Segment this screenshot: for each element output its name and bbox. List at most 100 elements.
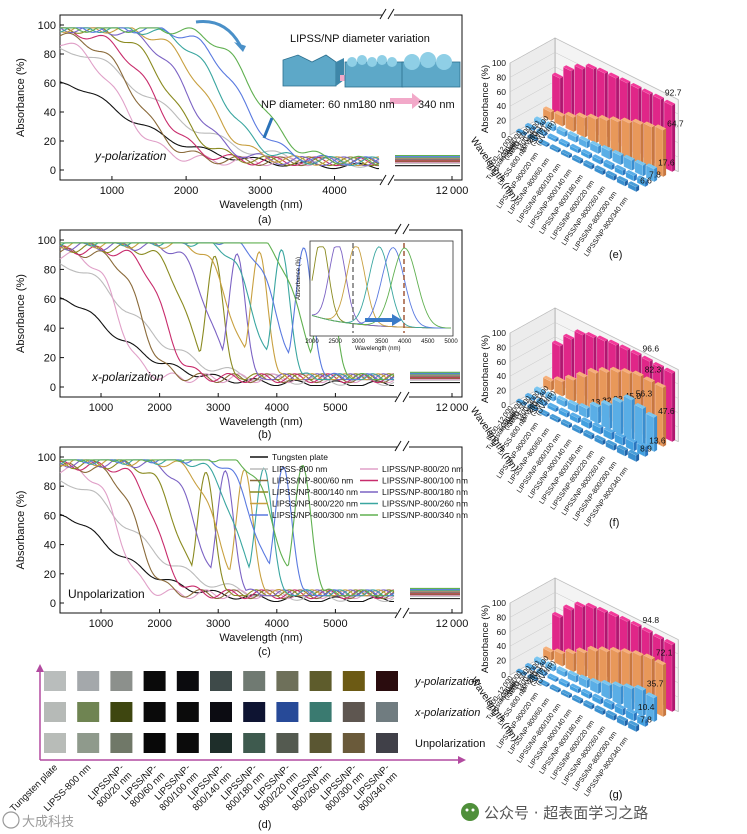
bar-3d xyxy=(524,662,537,672)
z-tick-label: 100 xyxy=(492,598,506,608)
y-tick-label: 60 xyxy=(44,78,56,90)
bar-top-face xyxy=(585,332,597,338)
bar-3d xyxy=(627,449,640,463)
inset-x-tick-label: 2000 xyxy=(305,339,319,345)
legend-label: LIPSS/NP-800/340 nm xyxy=(382,510,468,520)
panel-c-legend: Tungsten plate LIPSS-800 nm LIPSS/NP-800/2… xyxy=(250,452,468,520)
panel-f-label: (f) xyxy=(609,517,619,529)
bar-3d xyxy=(621,117,633,161)
bar-side-face xyxy=(600,426,604,435)
bar-3d xyxy=(614,164,626,176)
bar-top-face xyxy=(637,175,649,182)
legend-label: LIPSS-800 nm xyxy=(272,464,327,474)
y-tick-label: 20 xyxy=(44,136,56,148)
bar-top-face xyxy=(630,349,642,356)
panel-c-annotation: Unpolarization xyxy=(68,587,145,601)
bar-3d xyxy=(616,444,628,457)
bar-3d xyxy=(610,116,622,155)
bar-top-face xyxy=(565,111,577,118)
bar-3d xyxy=(603,427,615,441)
grid-line xyxy=(509,365,556,391)
bar-3d xyxy=(592,693,604,705)
axis-break-mark xyxy=(402,440,410,452)
x-tick-label: 12 000 xyxy=(436,618,469,630)
watermark-logo-icon xyxy=(2,811,20,829)
arrowhead-icon xyxy=(458,756,466,764)
bar-side-face xyxy=(633,440,637,452)
y-tick-label: 40 xyxy=(44,107,56,119)
row-label: y-polarization xyxy=(414,676,480,688)
axis-break-mark xyxy=(402,607,410,619)
bar-3d xyxy=(567,399,579,413)
bar-top-face xyxy=(637,713,649,720)
bar-top-face xyxy=(630,620,642,627)
bar-top-face xyxy=(603,159,615,166)
bar-side-face xyxy=(651,125,655,172)
bar-data-label: 82.3 xyxy=(645,365,662,375)
bar-top-face xyxy=(664,639,676,645)
bar-side-face xyxy=(589,153,593,159)
bar-3d xyxy=(578,674,590,689)
bar-3d xyxy=(627,181,640,193)
bar-side-face xyxy=(654,696,658,722)
bar-3d xyxy=(538,679,550,688)
bar-top-face xyxy=(592,422,604,428)
bar-top-face xyxy=(560,419,572,426)
bar-side-face xyxy=(609,683,613,700)
bar-3d xyxy=(594,705,606,716)
bar-top-face xyxy=(581,417,593,424)
bar-top-face xyxy=(516,398,528,405)
grid-line xyxy=(509,95,556,121)
inset-x-tick-label: 5000 xyxy=(444,339,458,345)
bar-side-face xyxy=(575,674,579,683)
axis-break-mark xyxy=(394,440,402,452)
axis-break-mark xyxy=(387,174,395,186)
bar-top-face xyxy=(572,154,584,161)
color-swatch xyxy=(276,671,299,691)
bar-top-face xyxy=(563,604,575,611)
bar-side-face xyxy=(636,453,640,462)
bar-side-face xyxy=(591,164,595,170)
color-swatch xyxy=(110,671,133,691)
bar-top-face xyxy=(558,138,570,145)
bar-3d xyxy=(594,434,606,446)
bar-top-face xyxy=(621,648,633,654)
bar-side-face xyxy=(595,117,599,144)
bar-3d xyxy=(601,679,613,700)
bar-side-face xyxy=(620,153,624,166)
bar-3d xyxy=(536,397,548,407)
axis-break-mark xyxy=(379,8,387,20)
axis-break-gap xyxy=(397,445,409,615)
bar-front-face xyxy=(551,74,561,117)
bar-side-face xyxy=(600,697,604,705)
bar-front-face xyxy=(576,113,585,138)
bar-3d xyxy=(551,340,564,387)
bar-top-face xyxy=(605,710,617,716)
bar-side-face xyxy=(544,132,548,137)
bar-top-face xyxy=(646,163,658,170)
y-tick-label: 80 xyxy=(44,49,56,61)
x-tick-label: 1000 xyxy=(89,618,113,630)
bar-3d xyxy=(565,111,577,133)
bar-3d xyxy=(545,391,557,402)
bar-top-face xyxy=(583,700,595,706)
grid-line xyxy=(554,577,679,640)
bar-top-face xyxy=(634,159,646,166)
bar-side-face xyxy=(586,678,590,689)
bar-top-face xyxy=(619,344,631,351)
z-tick-label: 80 xyxy=(497,612,507,622)
bar-side-face xyxy=(620,685,624,706)
y-tick-label: 80 xyxy=(44,264,56,276)
grid-line xyxy=(509,307,556,334)
bar-side-face xyxy=(580,158,584,164)
bar-data-label: 13.1 xyxy=(591,397,608,407)
bar-3d xyxy=(587,645,599,684)
bar-3d xyxy=(583,160,595,170)
bar-3d xyxy=(538,408,550,418)
color-swatch xyxy=(210,671,232,691)
bar-side-face xyxy=(598,144,602,154)
bar-front-face xyxy=(601,401,610,430)
panel-d-label: (d) xyxy=(258,819,271,831)
bar-side-face xyxy=(607,118,611,149)
bar-3d xyxy=(567,131,579,143)
